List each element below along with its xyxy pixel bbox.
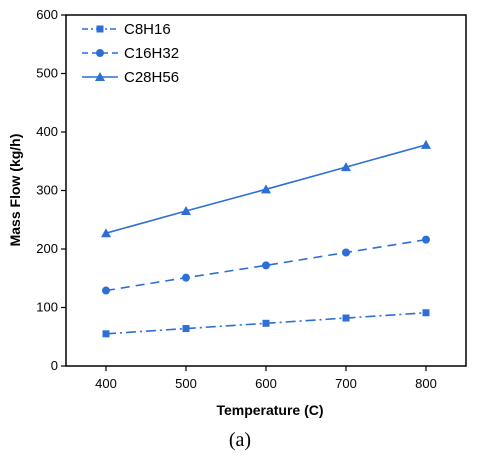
series-c28h56 (101, 139, 431, 238)
y-tick-label: 600 (36, 7, 58, 22)
x-tick-label: 800 (415, 376, 437, 391)
legend-label: C28H56 (124, 69, 179, 86)
legend-entry: C8H16 (82, 21, 171, 38)
data-point (421, 139, 431, 149)
data-point (422, 309, 430, 317)
legend-marker (95, 72, 105, 81)
data-point (102, 330, 110, 338)
data-point (262, 261, 270, 270)
y-tick-label: 400 (36, 124, 58, 139)
data-point (182, 273, 190, 282)
data-point (101, 228, 111, 238)
series-line (105, 238, 427, 292)
legend: C8H16 C16H32 C28H56 (82, 21, 179, 86)
axes: 0 100 200 300 400 500 600 400 500 600 700 800 (36, 7, 467, 391)
data-point (342, 248, 350, 257)
data-point (262, 319, 270, 327)
panel-label: (a) (229, 429, 251, 451)
legend-entry: C16H32 (82, 45, 179, 62)
legend-label: C8H16 (124, 21, 171, 38)
y-tick-label: 200 (36, 241, 58, 256)
legend-marker (96, 49, 104, 57)
series-c16h32 (102, 235, 430, 295)
data-point (422, 235, 430, 244)
x-tick-label: 700 (335, 376, 357, 391)
data-point (342, 314, 350, 322)
y-tick-label: 300 (36, 183, 58, 198)
y-tick-label: 100 (36, 300, 58, 315)
x-axis-title: Temperature (C) (216, 402, 323, 418)
data-point (261, 184, 271, 194)
data-point (181, 205, 191, 215)
series-c8h16 (102, 309, 430, 338)
data-point (182, 325, 190, 333)
x-tick-label: 500 (175, 376, 197, 391)
x-tick-label: 400 (95, 376, 117, 391)
legend-marker (96, 25, 104, 33)
data-point (102, 286, 110, 295)
y-tick-label: 500 (36, 66, 58, 81)
y-tick-label: 0 (51, 358, 58, 373)
legend-entry: C28H56 (82, 69, 179, 86)
legend-label: C16H32 (124, 45, 179, 62)
x-tick-label: 600 (255, 376, 277, 391)
y-axis-title: Mass Flow (kg/h) (7, 134, 23, 247)
series-layer (101, 139, 431, 338)
data-point (341, 162, 351, 172)
